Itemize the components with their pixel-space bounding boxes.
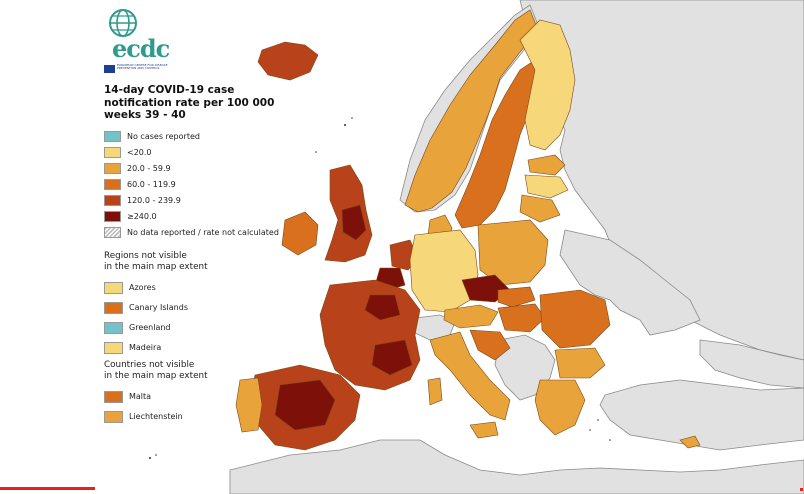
legend-entry: Greenland (104, 318, 284, 338)
country-items: Malta Liechtenstein (104, 387, 284, 427)
legend-swatch (104, 195, 121, 206)
logo-subtitle: European Centre for Disease Prevention a… (117, 63, 168, 71)
legend-swatch (104, 179, 121, 190)
regions-title: Regions not visible in the main map exte… (104, 250, 208, 272)
spain-central-region (274, 379, 336, 431)
legend-label: No cases reported (127, 132, 200, 141)
uk-north-region (341, 204, 367, 241)
legend-swatch (104, 163, 121, 174)
legend-label: Madeira (129, 343, 162, 352)
bulgaria-region (554, 347, 606, 379)
germany-region (409, 229, 479, 313)
legend-entry: 60.0 - 119.9 (104, 177, 284, 193)
legend-label: 120.0 - 239.9 (127, 196, 181, 205)
austria-region (443, 304, 499, 329)
portugal-region (235, 377, 263, 433)
legend-entry: Malta (104, 387, 284, 407)
legend-entry: No data reported / rate not calculated (104, 225, 284, 241)
legend-entry: Azores (104, 278, 284, 298)
legend-swatch (104, 341, 123, 354)
legend-swatch (104, 131, 121, 142)
legend-entry: Madeira (104, 338, 284, 358)
legend-swatch (104, 147, 121, 158)
cyprus-region (679, 435, 701, 449)
hungary-region (497, 303, 546, 333)
ireland-region (281, 211, 319, 256)
legend-swatch (104, 211, 121, 222)
sicily-region (469, 421, 499, 439)
legend-swatch (104, 281, 123, 294)
red-mark (800, 488, 803, 491)
ecdc-logo: ecdc European Centre for Disease Prevent… (100, 8, 190, 78)
legend-label: ≥240.0 (127, 212, 157, 221)
legend-label: <20.0 (127, 148, 152, 157)
logo-text: ecdc (112, 34, 170, 63)
legend-label: Liechtenstein (129, 412, 183, 421)
eu-flag-icon (104, 65, 115, 73)
finland-region (519, 19, 576, 151)
eu-countries (235, 9, 701, 451)
caucasus-region (699, 339, 804, 389)
legend-entry: <20.0 (104, 145, 284, 161)
legend-label: Canary Islands (129, 303, 188, 312)
legend-swatch (104, 301, 123, 314)
legend-swatch (104, 321, 123, 334)
legend-label: 60.0 - 119.9 (127, 180, 176, 189)
france-south-region (371, 339, 413, 376)
countries-title: Countries not visible in the main map ex… (104, 359, 208, 381)
red-divider (0, 487, 95, 490)
legend-label: Malta (129, 392, 152, 401)
legend-entry: 20.0 - 59.9 (104, 161, 284, 177)
region-items: Azores Canary Islands Greenland Madeira (104, 278, 284, 358)
legend-entry: No cases reported (104, 129, 284, 145)
iceland-region (257, 41, 319, 81)
slovakia-region (497, 286, 536, 308)
lithuania-region (519, 194, 561, 223)
estonia-region (527, 154, 566, 176)
legend-entry: Canary Islands (104, 298, 284, 318)
legend-title: 14-day COVID-19 case notification rate p… (104, 84, 275, 121)
legend-entry: ≥240.0 (104, 209, 284, 225)
sardinia-region (427, 377, 443, 406)
legend-swatch (104, 390, 123, 403)
globe-icon (109, 9, 137, 37)
legend-swatch (104, 410, 123, 423)
poland-region (477, 219, 549, 286)
ukraine-region (559, 229, 701, 336)
legend-entry: Liechtenstein (104, 407, 284, 427)
legend-label: Azores (129, 283, 156, 292)
legend-label: 20.0 - 59.9 (127, 164, 171, 173)
romania-region (539, 289, 611, 349)
italy-region (429, 331, 511, 421)
greece-region (534, 379, 586, 436)
france-paris-region (364, 294, 401, 321)
legend-items: No cases reported <20.0 20.0 - 59.9 60.0 - … (104, 129, 284, 241)
turkey-region (599, 379, 804, 451)
legend-swatch (104, 227, 121, 238)
legend-entry: 120.0 - 239.9 (104, 193, 284, 209)
north-africa-region (229, 439, 804, 494)
map-legend: 14-day COVID-19 case notification rate p… (104, 84, 284, 427)
latvia-region (524, 174, 569, 199)
legend-label: Greenland (129, 323, 171, 332)
croatia-region (469, 329, 511, 361)
small-islands (149, 117, 611, 459)
legend-label: No data reported / rate not calculated (127, 228, 279, 237)
